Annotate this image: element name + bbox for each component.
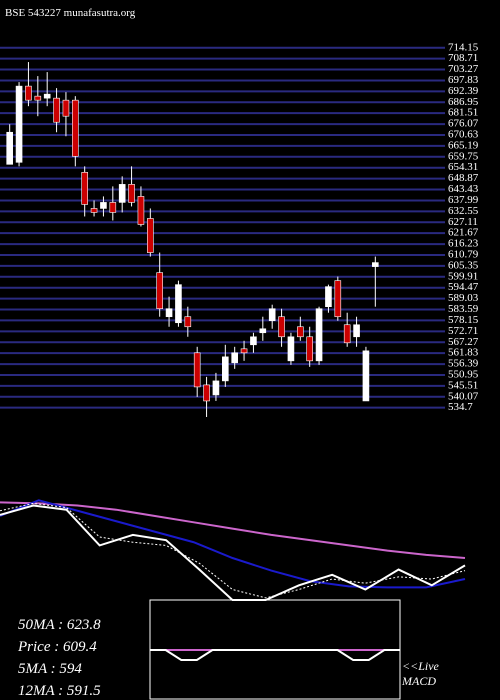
candle-body xyxy=(231,352,238,364)
y-tick-label: 578.15 xyxy=(448,314,479,326)
y-tick-label: 589.03 xyxy=(448,292,479,304)
candle-body xyxy=(222,356,229,382)
y-tick-label: 545.51 xyxy=(448,379,478,391)
y-tick-label: 540.07 xyxy=(448,390,479,402)
y-tick-label: 703.27 xyxy=(448,63,479,75)
y-tick-label: 654.31 xyxy=(448,161,478,173)
candle-body xyxy=(203,384,210,402)
candle-body xyxy=(250,336,257,346)
y-tick-label: 561.83 xyxy=(448,347,479,359)
y-tick-label: 643.43 xyxy=(448,183,479,195)
y-tick-label: 627.11 xyxy=(448,216,478,228)
candle-body xyxy=(240,348,248,354)
candle-body xyxy=(62,99,70,117)
y-tick-label: 659.75 xyxy=(448,150,479,162)
macd-label: <<Live xyxy=(402,659,440,673)
candle-body xyxy=(212,380,220,396)
candle-body xyxy=(315,308,323,362)
y-tick-label: 692.39 xyxy=(448,85,479,97)
y-tick-label: 572.71 xyxy=(448,325,478,337)
candle-body xyxy=(6,131,13,165)
candle-body xyxy=(100,202,107,209)
y-tick-label: 594.47 xyxy=(448,281,479,293)
y-tick-label: 697.83 xyxy=(448,74,479,86)
y-tick-label: 637.99 xyxy=(448,194,479,206)
candle-body xyxy=(156,272,163,310)
candle-body xyxy=(72,99,79,157)
y-tick-label: 686.95 xyxy=(448,96,479,108)
candle-body xyxy=(297,326,304,338)
candle-body xyxy=(184,316,192,328)
candle-body xyxy=(343,324,351,344)
y-tick-label: 621.67 xyxy=(448,227,479,239)
y-tick-label: 610.79 xyxy=(448,249,479,261)
candle-body xyxy=(259,328,267,334)
y-tick-label: 567.27 xyxy=(448,336,479,348)
y-tick-label: 534.7 xyxy=(448,401,473,413)
stat-label: 5MA : 594 xyxy=(18,661,82,677)
candle-body xyxy=(175,284,182,324)
chart-title: BSE 543227 munafasutra.org xyxy=(5,7,136,19)
candle-body xyxy=(325,286,332,308)
candle-body xyxy=(268,308,276,322)
indicator-line xyxy=(150,649,400,661)
y-tick-label: 681.51 xyxy=(448,107,478,119)
indicator-line xyxy=(0,504,466,601)
candle-body xyxy=(287,336,295,362)
candle-body xyxy=(334,280,342,318)
candle-body xyxy=(193,352,201,388)
y-tick-label: 550.95 xyxy=(448,369,479,381)
candle-body xyxy=(165,308,173,318)
candle-body xyxy=(34,95,42,101)
candle-body xyxy=(81,172,88,205)
candle-body xyxy=(43,93,51,99)
candle-body xyxy=(306,336,313,362)
y-tick-label: 599.91 xyxy=(448,270,478,282)
stat-label: Price : 609.4 xyxy=(17,639,97,655)
candle-body xyxy=(147,218,154,253)
y-tick-label: 605.35 xyxy=(448,259,479,271)
y-tick-label: 648.87 xyxy=(448,172,479,184)
candle-body xyxy=(90,208,98,213)
y-tick-label: 676.07 xyxy=(448,118,479,130)
stat-label: 50MA : 623.8 xyxy=(18,617,101,633)
y-tick-label: 556.39 xyxy=(448,358,479,370)
candle-body xyxy=(353,324,360,338)
indicator-line xyxy=(0,501,466,559)
indicator-line xyxy=(0,499,466,589)
y-tick-label: 708.71 xyxy=(448,52,478,64)
stat-label: 12MA : 591.5 xyxy=(18,683,101,699)
candle-body xyxy=(25,85,32,101)
candle-body xyxy=(109,202,117,213)
candle-body xyxy=(372,262,379,267)
candle-body xyxy=(15,85,23,163)
y-tick-label: 714.15 xyxy=(448,41,479,53)
y-tick-label: 616.23 xyxy=(448,238,479,250)
candle-body xyxy=(53,97,60,123)
candle-body xyxy=(128,184,135,203)
candle-body xyxy=(137,196,145,225)
candle-body xyxy=(362,350,370,402)
y-tick-label: 632.55 xyxy=(448,205,479,217)
candle-body xyxy=(278,316,285,338)
y-tick-label: 665.19 xyxy=(448,139,479,151)
macd-label: MACD xyxy=(401,674,436,688)
candle-body xyxy=(118,184,126,203)
y-tick-label: 670.63 xyxy=(448,129,479,141)
y-tick-label: 583.59 xyxy=(448,303,479,315)
